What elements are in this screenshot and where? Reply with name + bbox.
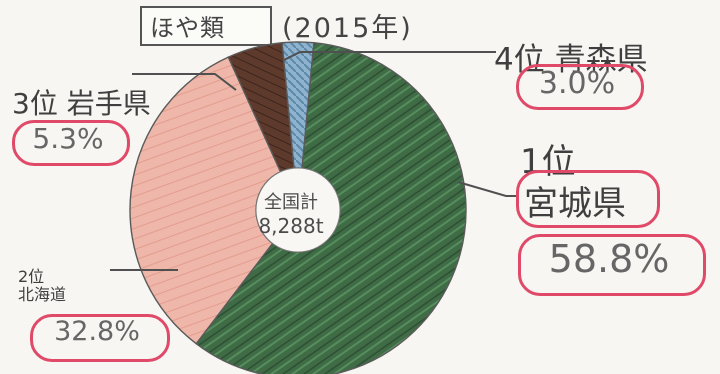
rank-2-percent: 32.8% <box>54 316 140 347</box>
rank-3-ring <box>12 120 130 166</box>
total-title: 全国計 <box>264 192 318 213</box>
total-label: 全国計 8,288t <box>248 188 334 238</box>
rank-2-label: 2位 北海道 <box>18 268 66 304</box>
chart-year: (2015年) <box>282 13 413 44</box>
rank-2-rank: 2位 <box>18 267 45 286</box>
rank-3-prefecture: 岩手県 <box>66 87 151 120</box>
rank-1-label-ring <box>516 170 660 228</box>
rank-1-percent: 58.8% <box>548 237 670 281</box>
leader-line-rank-1 <box>457 181 516 197</box>
rank-1-prefecture: 宮城県 <box>524 184 626 224</box>
leader-line-rank-3 <box>132 73 237 91</box>
rank-3-rank: 3位 <box>12 87 58 120</box>
rank-4-ring <box>516 64 644 110</box>
chart-title: ほや類 <box>150 14 225 42</box>
rank-3-label: 3位 岩手県 <box>12 82 151 122</box>
title-frame <box>140 6 272 46</box>
rank-2-ring <box>30 314 170 362</box>
leader-line-rank-4 <box>283 51 496 61</box>
rank-4-percent: 3.0% <box>538 66 616 101</box>
rank-1-ring <box>518 234 706 296</box>
pie-center-hole <box>255 167 341 253</box>
total-value: 8,288t <box>258 214 324 238</box>
rank-2-prefecture: 北海道 <box>18 285 67 304</box>
rank-3-percent: 5.3% <box>32 122 104 155</box>
